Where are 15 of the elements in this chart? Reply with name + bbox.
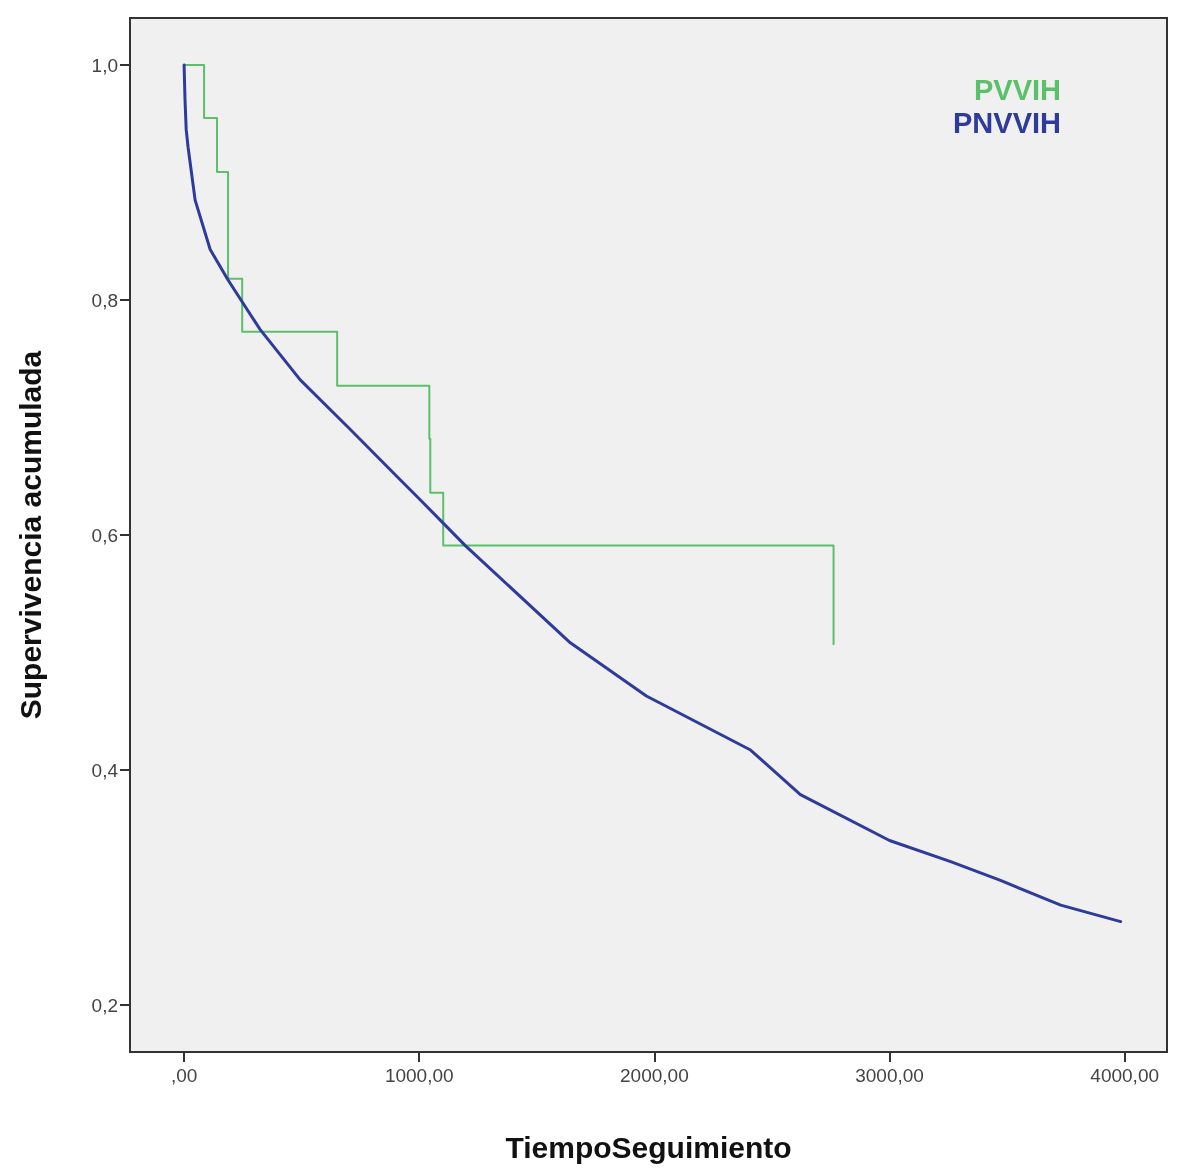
text: PNVVIH	[953, 106, 1061, 139]
y-axis-title: Supervivencia acumulada	[13, 350, 47, 720]
text: PVVIH	[973, 73, 1061, 106]
x-tick-label: 2000,00	[620, 1065, 689, 1086]
line-series	[182, 63, 1123, 924]
x-tick-label: 1000,00	[384, 1065, 454, 1086]
x-tick-label: 4000,00	[1090, 1065, 1160, 1086]
x-tick-label: 3000,00	[855, 1065, 924, 1086]
y-tick-label: 0,4	[91, 759, 119, 781]
y-tick-label: 0,6	[91, 524, 118, 546]
x-axis-title: TiempoSeguimiento	[505, 1130, 792, 1164]
x-tick-label: ,00	[170, 1065, 198, 1086]
y-tick-label: 1,0	[91, 54, 118, 76]
y-tick-label: 0,2	[91, 994, 118, 1016]
y-tick-label: 0,8	[91, 289, 118, 311]
